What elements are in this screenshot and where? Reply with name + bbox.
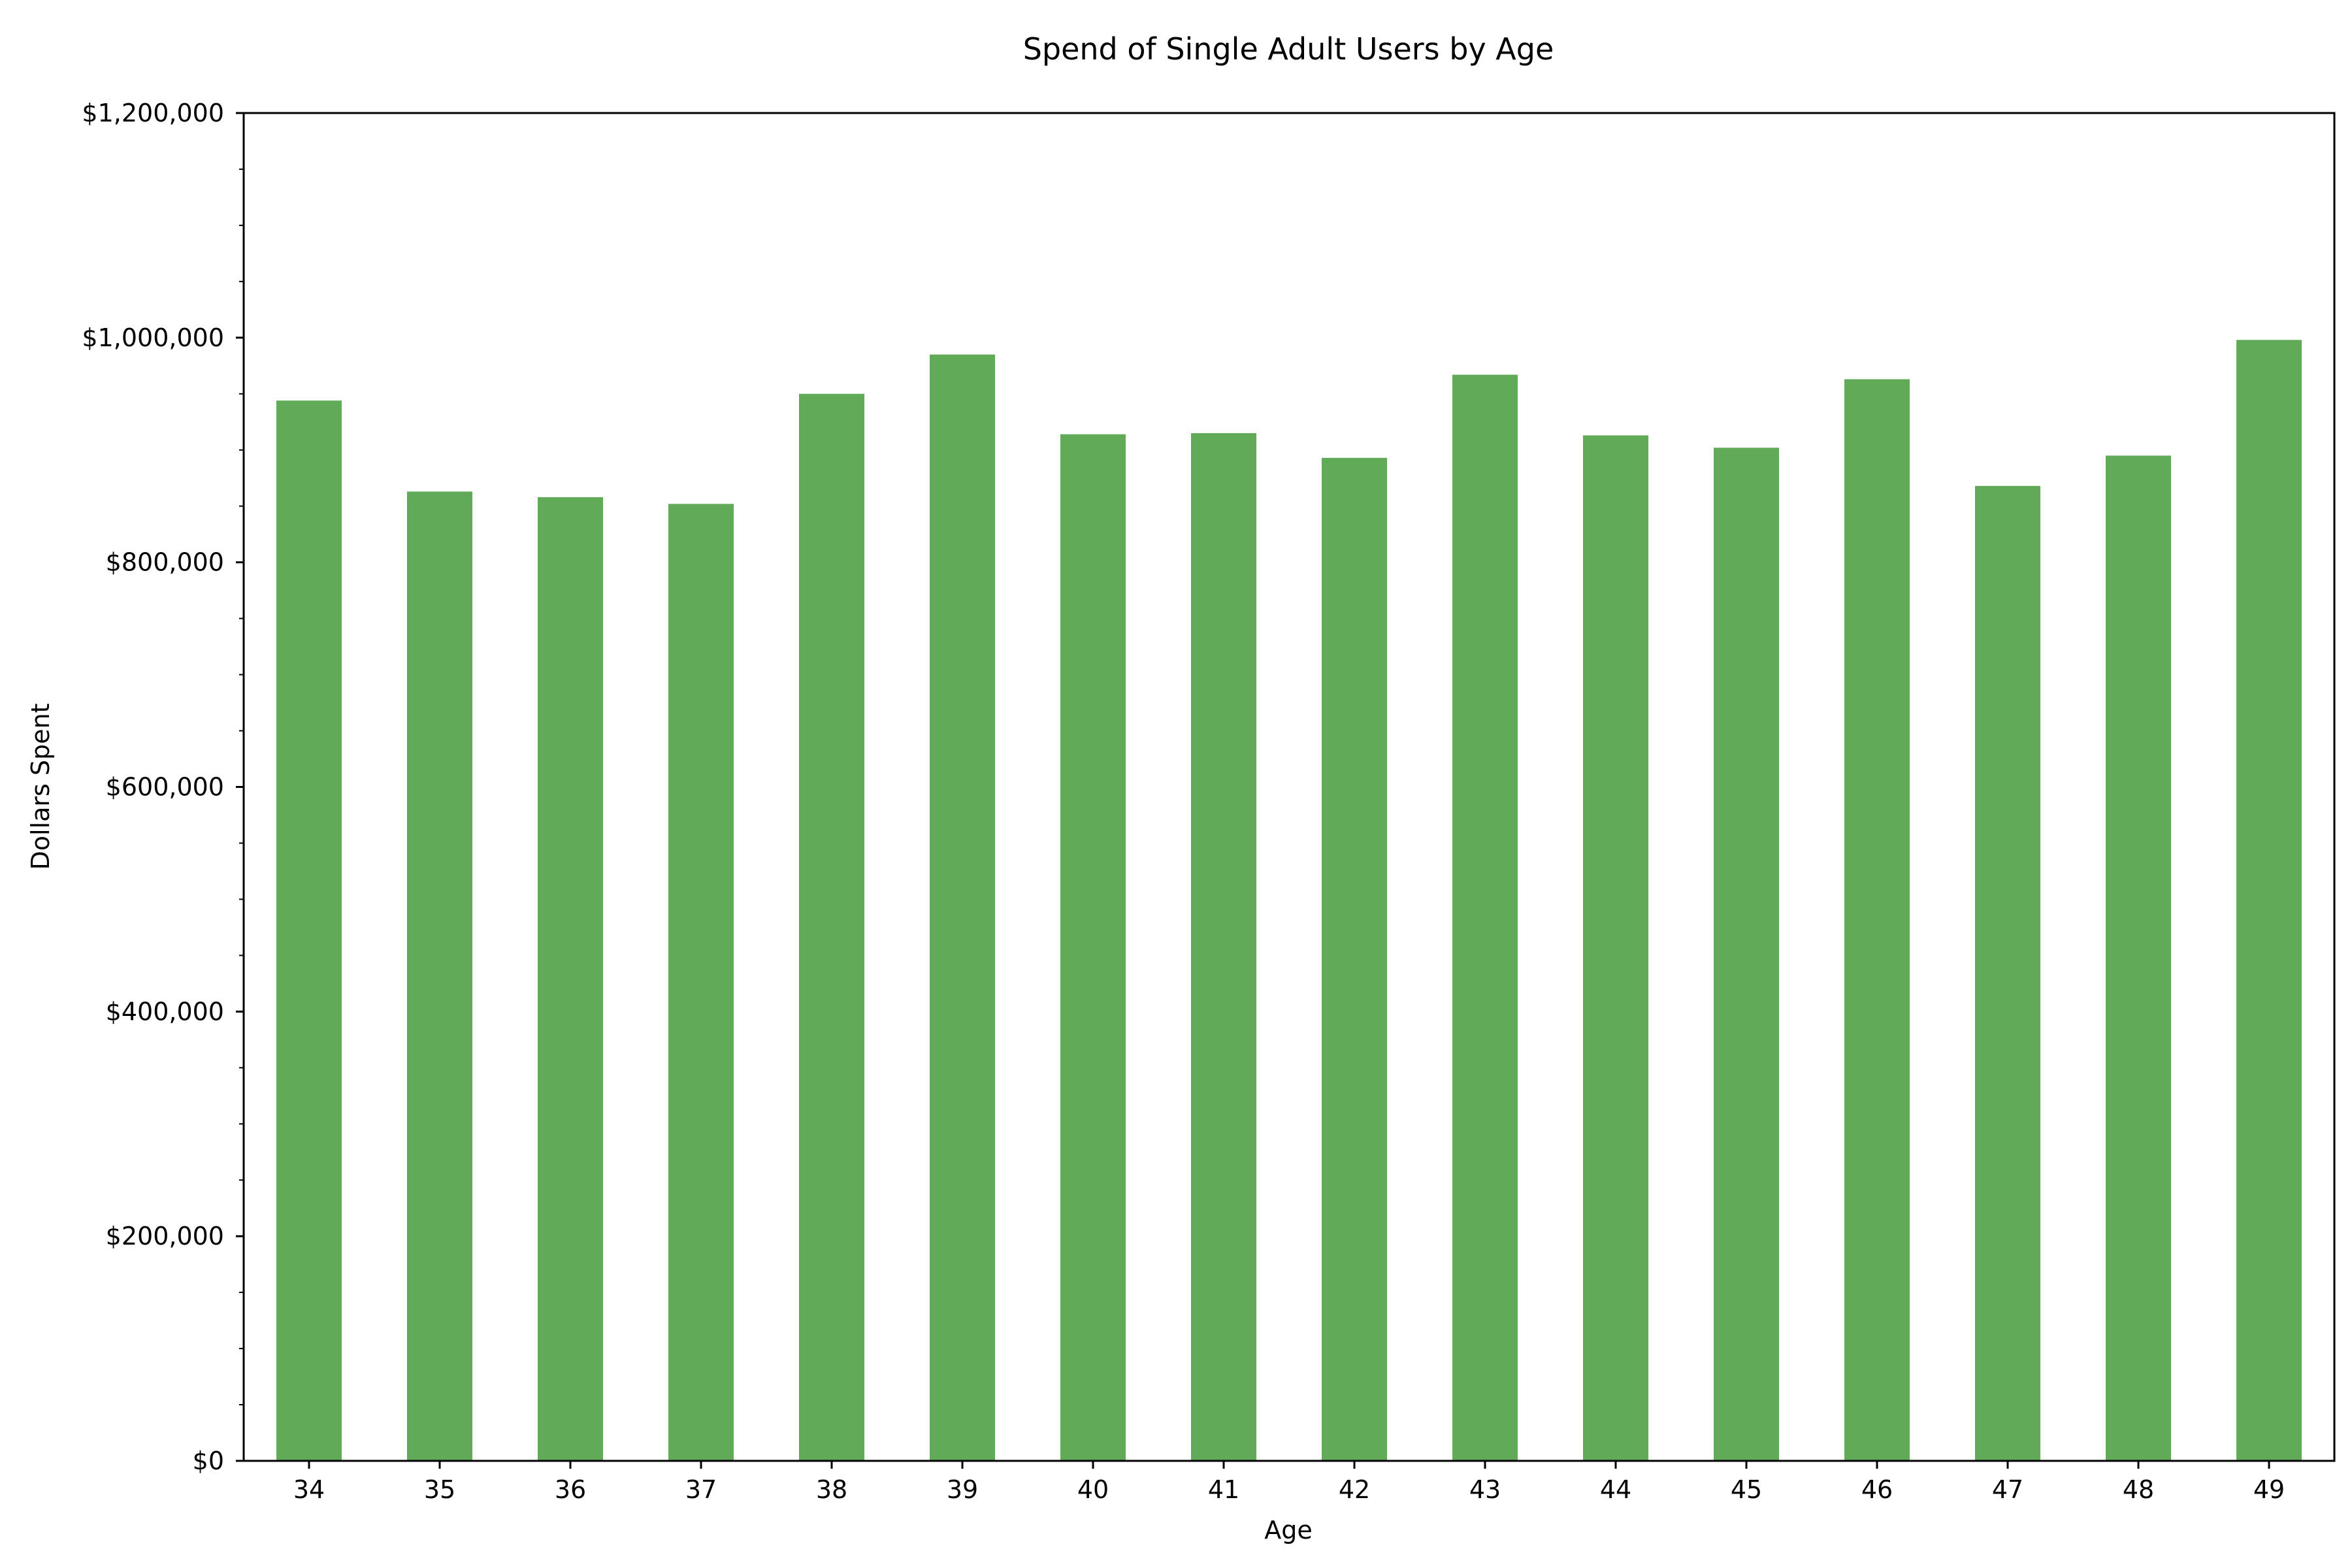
y-tick-label-200000: $200,000	[106, 1222, 224, 1250]
plot-frame	[242, 112, 2336, 1462]
x-tick-label-35: 35	[424, 1475, 455, 1504]
y-axis-title: Dollars Spent	[26, 703, 55, 870]
x-axis-title: Age	[1264, 1516, 1313, 1544]
y-tick-label-400000: $400,000	[106, 997, 224, 1026]
bar-34	[276, 400, 342, 1461]
bar-38	[799, 393, 864, 1461]
chart-title: Spend of Single Adult Users by Age	[1023, 31, 1554, 67]
bar-45	[1714, 448, 1779, 1461]
y-tick-label-0: $0	[193, 1446, 224, 1475]
bar-36	[538, 497, 603, 1461]
x-tick-label-47: 47	[1992, 1475, 2023, 1504]
x-tick-label-45: 45	[1731, 1475, 1762, 1504]
bar-46	[1844, 379, 1910, 1461]
bar-42	[1322, 457, 1387, 1461]
y-tick-label-1200000: $1,200,000	[82, 99, 224, 127]
bar-37	[668, 504, 734, 1461]
y-tick-label-1000000: $1,000,000	[82, 323, 224, 352]
bar-41	[1191, 433, 1256, 1461]
x-tick-label-43: 43	[1469, 1475, 1501, 1504]
bar-43	[1452, 374, 1518, 1461]
bar-39	[930, 354, 995, 1461]
x-tick-label-46: 46	[1861, 1475, 1893, 1504]
x-tick-label-44: 44	[1600, 1475, 1631, 1504]
bar-44	[1583, 435, 1648, 1461]
x-tick-label-41: 41	[1208, 1475, 1239, 1504]
x-tick-label-37: 37	[685, 1475, 717, 1504]
bar-47	[1975, 485, 2040, 1461]
y-tick-label-800000: $800,000	[106, 548, 224, 577]
x-tick-label-40: 40	[1077, 1475, 1109, 1504]
bars-group	[276, 340, 2302, 1462]
x-tick-label-39: 39	[947, 1475, 978, 1504]
x-tick-label-36: 36	[555, 1475, 586, 1504]
x-axis: 34 35 36 37 38 39 40 41 42 43 44 45 46 47 48 49	[293, 1461, 2285, 1504]
bar-49	[2236, 340, 2302, 1461]
bar-48	[2106, 455, 2171, 1461]
bar-40	[1060, 434, 1126, 1461]
y-axis: $0 $200,000 $400,000 $600,000 $800,000 $1,000…	[82, 99, 244, 1475]
x-tick-label-38: 38	[816, 1475, 847, 1504]
x-tick-label-48: 48	[2123, 1475, 2154, 1504]
y-tick-label-600000: $600,000	[106, 773, 224, 802]
x-tick-label-42: 42	[1339, 1475, 1370, 1504]
x-tick-label-34: 34	[293, 1475, 325, 1504]
bar-35	[407, 491, 472, 1462]
x-tick-label-49: 49	[2253, 1475, 2285, 1504]
